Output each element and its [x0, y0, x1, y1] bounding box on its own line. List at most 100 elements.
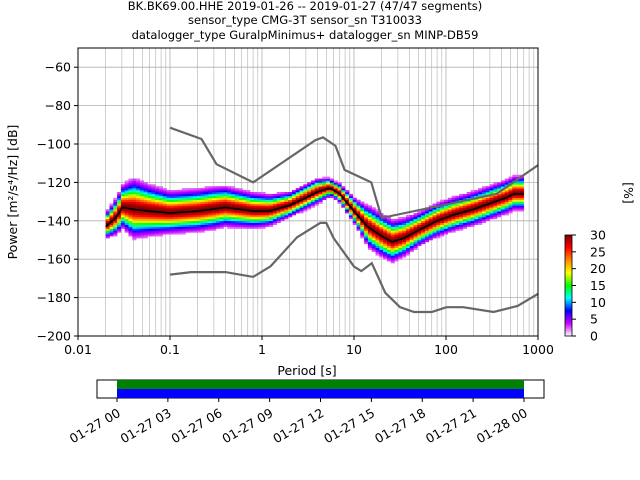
- heatmap-cell: [231, 205, 236, 208]
- heatmap-cell: [280, 192, 285, 195]
- heatmap-cell: [120, 188, 125, 191]
- heatmap-cell: [386, 236, 392, 239]
- heatmap-cell: [234, 201, 240, 204]
- heatmap-cell: [436, 203, 441, 206]
- heatmap-cell: [155, 220, 160, 224]
- heatmap-cell: [481, 205, 487, 208]
- heatmap-cell: [424, 232, 430, 235]
- heatmap-cell: [390, 245, 395, 248]
- heatmap-cell: [227, 218, 232, 222]
- heatmap-cell: [280, 203, 285, 206]
- heatmap-cell: [485, 215, 490, 218]
- heatmap-cell: [390, 243, 395, 247]
- low-noise-model-line: [169, 221, 538, 314]
- heatmap-cell: [466, 201, 471, 204]
- heatmap-cell: [185, 190, 190, 193]
- heatmap-cell: [443, 230, 449, 233]
- heatmap-cell: [417, 240, 422, 243]
- heatmap-cell: [113, 205, 118, 208]
- heatmap-cell: [132, 209, 137, 212]
- heatmap-cell: [390, 232, 395, 235]
- heatmap-cell: [155, 199, 160, 202]
- heatmap-cell: [326, 186, 331, 189]
- heatmap-cell: [424, 209, 430, 212]
- heatmap-cell: [276, 220, 281, 224]
- heatmap-cell: [512, 201, 517, 204]
- heatmap-cell: [257, 199, 262, 202]
- heatmap-cell: [314, 188, 319, 191]
- heatmap-cell: [238, 213, 243, 216]
- heatmap-cell: [383, 243, 388, 247]
- heatmap-cell: [428, 236, 433, 239]
- heatmap-cell: [174, 222, 179, 225]
- heatmap-cell: [356, 226, 361, 229]
- heatmap-cell: [470, 222, 475, 225]
- heatmap-cell: [367, 241, 373, 245]
- heatmap-cell: [223, 222, 228, 225]
- heatmap-cell: [215, 199, 221, 202]
- heatmap-cell: [508, 203, 513, 206]
- heatmap-cell: [132, 220, 137, 224]
- heatmap-cell: [329, 184, 335, 187]
- heatmap-cell: [132, 184, 137, 187]
- heatmap-cell: [196, 197, 202, 200]
- heatmap-cell: [257, 195, 262, 199]
- heatmap-cell: [360, 228, 365, 231]
- heatmap-cell: [120, 195, 125, 199]
- heatmap-cell: [405, 240, 411, 243]
- heatmap-cell: [310, 182, 316, 185]
- heatmap-cell: [117, 195, 122, 199]
- heatmap-cell: [151, 215, 156, 218]
- heatmap-cell: [136, 216, 141, 220]
- heatmap-cell: [417, 238, 422, 241]
- heatmap-cell: [379, 245, 384, 248]
- heatmap-cell: [155, 205, 160, 208]
- heatmap-cell: [432, 215, 437, 218]
- heatmap-cell: [196, 224, 202, 227]
- heatmap-cell: [276, 193, 281, 197]
- heatmap-cell: [109, 228, 114, 231]
- heatmap-cell: [413, 238, 418, 241]
- heatmap-cell: [360, 226, 365, 229]
- heatmap-cell: [215, 215, 221, 218]
- heatmap-cell: [485, 213, 490, 216]
- heatmap-cell: [451, 199, 456, 202]
- heatmap-cell: [459, 213, 464, 216]
- heatmap-cell: [451, 203, 456, 206]
- heatmap-cell: [348, 197, 354, 200]
- heatmap-cell: [280, 207, 285, 210]
- heatmap-cell: [364, 240, 369, 243]
- heatmap-cell: [341, 205, 346, 208]
- heatmap-cell: [409, 218, 414, 222]
- heatmap-cell: [394, 228, 399, 231]
- heatmap-cell: [310, 195, 316, 199]
- heatmap-cell: [181, 226, 186, 229]
- heatmap-cell: [398, 224, 403, 227]
- heatmap-cell: [508, 207, 513, 210]
- heatmap-cell: [333, 180, 338, 183]
- heatmap-cell: [432, 209, 437, 212]
- heatmap-cell: [367, 215, 373, 218]
- heatmap-cell: [208, 222, 213, 225]
- heatmap-cell: [421, 241, 426, 245]
- heatmap-cell: [421, 238, 426, 241]
- heatmap-cell: [212, 201, 217, 204]
- heatmap-cell: [105, 218, 110, 222]
- heatmap-cell: [295, 190, 300, 193]
- heatmap-cell: [402, 249, 407, 252]
- heatmap-cell: [151, 224, 156, 227]
- heatmap-cell: [128, 184, 133, 187]
- heatmap-cell: [299, 195, 304, 199]
- heatmap-cell: [147, 213, 152, 216]
- heatmap-cell: [314, 199, 319, 202]
- heatmap-cell: [166, 226, 171, 229]
- heatmap-cell: [440, 211, 445, 214]
- heatmap-cell: [113, 207, 118, 210]
- heatmap-cell: [481, 213, 487, 216]
- heatmap-cell: [246, 211, 251, 214]
- heatmap-cell: [212, 216, 217, 220]
- heatmap-cell: [299, 203, 304, 206]
- heatmap-cell: [409, 226, 414, 229]
- heatmap-cell: [398, 255, 403, 258]
- heatmap-cell: [326, 180, 331, 183]
